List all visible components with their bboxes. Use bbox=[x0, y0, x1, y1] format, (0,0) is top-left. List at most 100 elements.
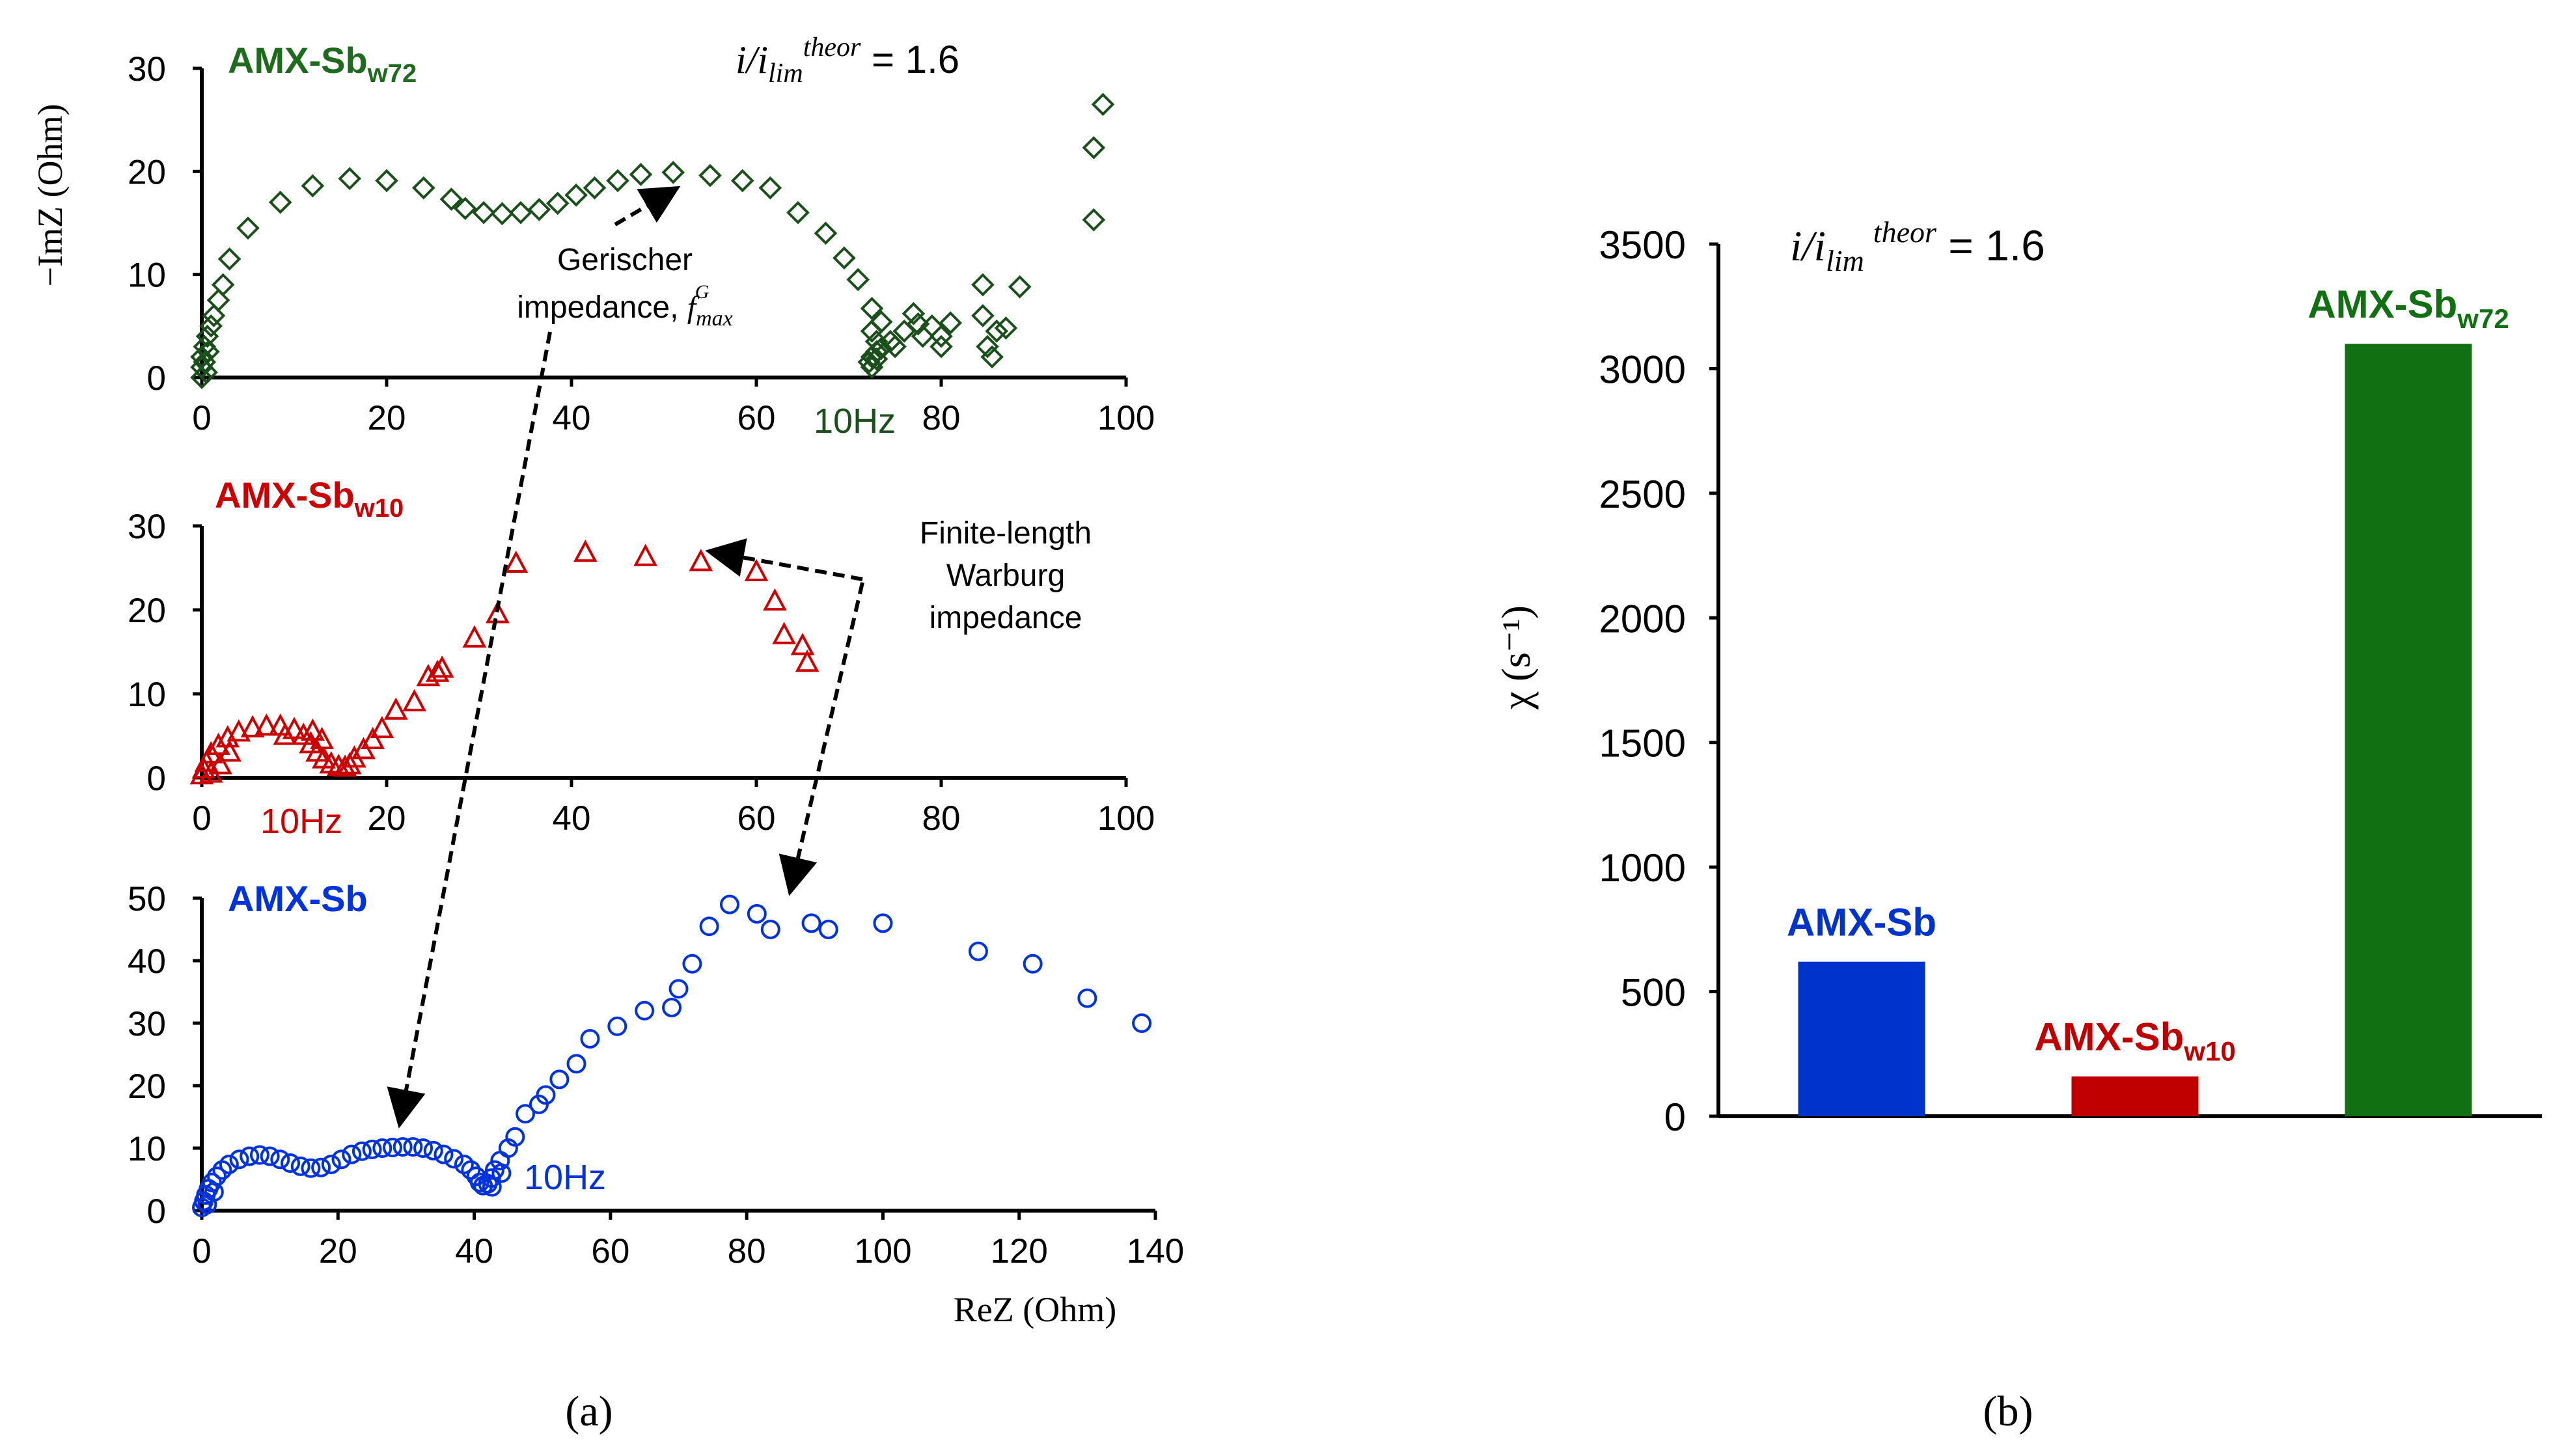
x-tick-label: 140 bbox=[1127, 1232, 1184, 1271]
data-point bbox=[730, 169, 754, 193]
x-tick-label: 80 bbox=[922, 399, 961, 437]
x-tick-label: 40 bbox=[455, 1232, 493, 1271]
bar-label: AMX-Sb bbox=[1787, 901, 1936, 944]
data-point bbox=[860, 319, 884, 343]
data-points bbox=[190, 92, 1115, 389]
x-tick-label: 120 bbox=[990, 1232, 1047, 1271]
data-point bbox=[906, 312, 930, 336]
warburg-text-3: impedance bbox=[930, 601, 1082, 635]
data-point bbox=[1091, 92, 1115, 117]
axes: 0 20 40 60 80 100 120 140 0 10 20 30 40 50 bbox=[128, 880, 1184, 1271]
data-point bbox=[301, 1158, 321, 1178]
data-point bbox=[290, 1156, 310, 1176]
data-point bbox=[486, 601, 510, 624]
data-point bbox=[217, 247, 241, 271]
data-point bbox=[536, 1085, 556, 1105]
data-point bbox=[342, 1144, 362, 1164]
data-point bbox=[281, 1153, 301, 1174]
data-point bbox=[629, 163, 653, 186]
point-annotation: 10Hz bbox=[524, 1158, 606, 1197]
data-point bbox=[361, 726, 385, 749]
y-tick-label: 30 bbox=[128, 508, 166, 546]
axes: 0 20 40 60 80 100 0 10 20 30 bbox=[128, 50, 1155, 437]
ratio-label-a: i/ilimtheor = 1.6 bbox=[736, 33, 959, 89]
data-point bbox=[573, 540, 598, 562]
data-point bbox=[204, 1182, 224, 1202]
data-point bbox=[403, 1137, 423, 1157]
data-point bbox=[564, 183, 588, 207]
data-point bbox=[698, 163, 722, 187]
x-tick-label: 40 bbox=[553, 399, 591, 437]
y-tick-label: 3000 bbox=[1599, 348, 1686, 391]
data-point bbox=[801, 913, 821, 933]
data-point bbox=[370, 715, 394, 739]
y-tick-label: 10 bbox=[128, 1130, 166, 1168]
warburg-annotation: Finite-length Warburg impedance bbox=[705, 516, 1092, 896]
bar bbox=[2071, 1076, 2199, 1116]
chart-b: χ (s⁻¹) 0 500 1000 1500 2000 2500 3000 3500 AMX… bbox=[1494, 223, 2542, 1139]
series-label: AMX-Sbw10 bbox=[215, 474, 404, 523]
data-point bbox=[301, 174, 325, 198]
data-point bbox=[846, 268, 870, 292]
data-point bbox=[195, 361, 218, 384]
ratio-label-b: i/ilimtheor = 1.6 bbox=[1790, 215, 2045, 277]
y-tick-label: 1500 bbox=[1599, 722, 1686, 765]
warburg-arrow-top bbox=[705, 538, 863, 581]
data-point bbox=[580, 1029, 600, 1049]
data-point bbox=[206, 288, 230, 312]
data-point bbox=[790, 633, 815, 655]
data-point bbox=[444, 1149, 464, 1169]
y-axis-label: χ (s⁻¹) bbox=[1494, 605, 1539, 710]
data-point bbox=[190, 366, 214, 389]
data-point bbox=[607, 1016, 627, 1036]
data-point bbox=[425, 659, 450, 682]
bar-label: AMX-Sbw10 bbox=[2034, 1015, 2235, 1067]
data-point bbox=[351, 1141, 372, 1161]
data-point bbox=[255, 713, 279, 736]
data-point bbox=[527, 198, 551, 221]
warburg-text-1: Finite-length bbox=[920, 516, 1092, 551]
y-tick-label: 50 bbox=[128, 880, 166, 918]
data-point bbox=[818, 920, 838, 939]
data-point bbox=[661, 161, 685, 184]
data-point bbox=[310, 726, 334, 749]
data-point bbox=[860, 345, 884, 369]
data-point bbox=[994, 316, 1018, 340]
x-tick-label: 60 bbox=[591, 1232, 629, 1271]
data-point bbox=[545, 191, 570, 215]
x-tick-label: 80 bbox=[922, 799, 961, 838]
point-annotation: 10Hz bbox=[814, 402, 896, 441]
data-point bbox=[236, 216, 260, 240]
x-tick-label: 20 bbox=[319, 1232, 357, 1271]
data-point bbox=[883, 335, 907, 359]
bar-label: AMX-Sbw72 bbox=[2307, 282, 2509, 334]
data-point bbox=[240, 715, 265, 737]
data-point bbox=[786, 200, 810, 225]
data-point bbox=[758, 176, 782, 200]
data-point bbox=[763, 588, 787, 611]
data-point bbox=[208, 752, 232, 775]
data-point bbox=[583, 176, 607, 200]
y-tick-label: 10 bbox=[128, 256, 166, 295]
data-point bbox=[833, 246, 856, 270]
y-tick-label: 20 bbox=[128, 153, 166, 191]
data-point bbox=[971, 273, 995, 297]
panel-label-a: (a) bbox=[565, 1388, 613, 1435]
data-point bbox=[1077, 988, 1097, 1008]
data-point bbox=[291, 722, 316, 745]
y-tick-label: 0 bbox=[147, 760, 166, 798]
axes: 0 500 1000 1500 2000 2500 3000 3500 bbox=[1599, 223, 2542, 1139]
y-tick-label: 40 bbox=[128, 942, 166, 981]
data-point bbox=[383, 697, 408, 720]
data-point bbox=[719, 894, 739, 914]
data-point bbox=[249, 1145, 269, 1165]
data-point bbox=[375, 169, 398, 193]
data-point bbox=[362, 1139, 382, 1159]
data-point bbox=[682, 954, 702, 974]
data-point bbox=[1082, 136, 1106, 159]
data-point bbox=[469, 1172, 489, 1192]
data-point bbox=[633, 543, 657, 566]
data-point bbox=[338, 167, 362, 191]
data-point bbox=[980, 345, 1004, 369]
data-point bbox=[860, 297, 884, 320]
